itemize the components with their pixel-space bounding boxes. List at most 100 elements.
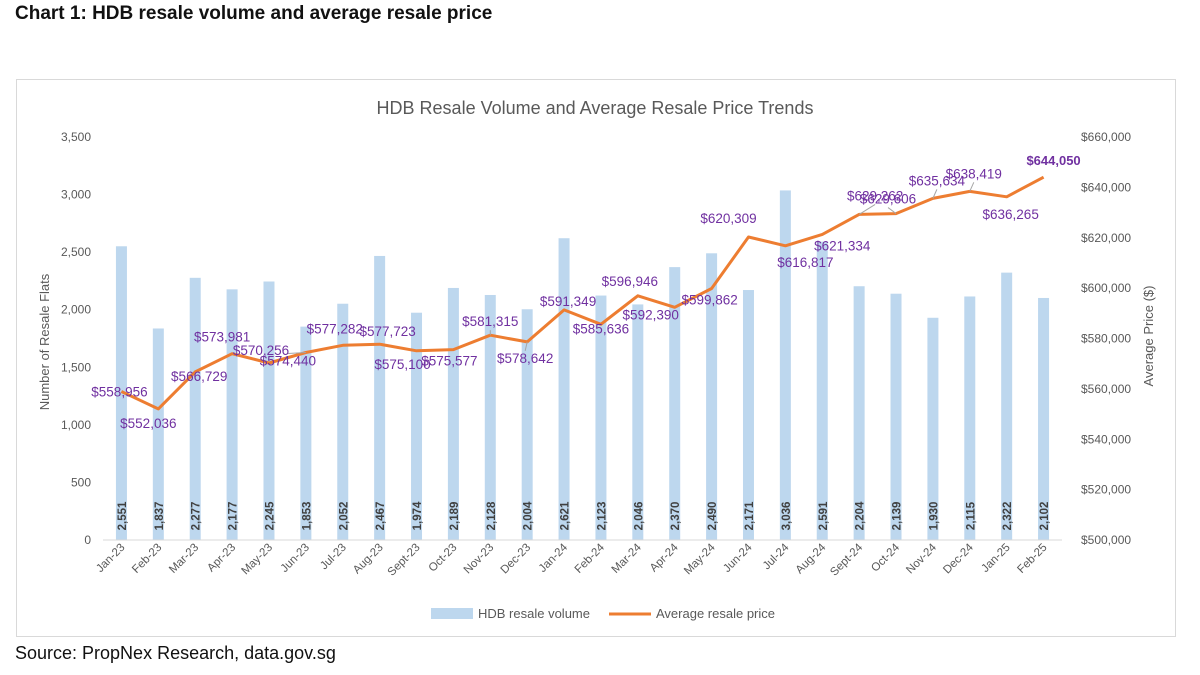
- y2-tick-label: $660,000: [1081, 130, 1131, 144]
- bar-value-label: 2,004: [523, 501, 535, 530]
- x-tick-label: Sept-24: [828, 541, 865, 578]
- leader-line: [287, 352, 306, 355]
- volume-bar: [484, 294, 496, 540]
- y2-tick-label: $520,000: [1081, 483, 1131, 497]
- leader-line: [524, 341, 528, 352]
- leader-line: [858, 203, 876, 215]
- bar-value-label: 2,245: [264, 501, 276, 530]
- price-value-label: $552,036: [120, 416, 176, 431]
- bar-value-label: 2,490: [707, 502, 719, 531]
- bar-value-label: 2,128: [486, 501, 498, 530]
- price-value-label: $574,440: [260, 354, 316, 369]
- volume-bar: [447, 287, 459, 540]
- price-value-label: $575,100: [374, 357, 430, 372]
- leader-lines: [287, 182, 975, 355]
- bar-value-label: 2,591: [818, 501, 830, 530]
- price-value-label: $581,315: [462, 314, 518, 329]
- price-line: [120, 175, 1045, 411]
- legend: HDB resale volume Average resale price: [431, 606, 775, 621]
- volume-bar: [595, 295, 607, 540]
- volume-bar: [632, 304, 644, 540]
- y2-axis-label: Average Price ($): [1141, 286, 1156, 387]
- x-tick-label: Feb-25: [1015, 542, 1049, 576]
- price-value-label: $575,577: [421, 354, 477, 369]
- x-tick-label: Mar-24: [610, 541, 645, 576]
- x-tick-label: Jan-24: [537, 541, 571, 575]
- bar-value-label: 2,467: [375, 502, 387, 531]
- y2-tick-label: $600,000: [1081, 281, 1131, 295]
- price-value-label: $638,419: [946, 166, 1002, 181]
- volume-bar: [890, 293, 902, 540]
- volume-bar: [816, 241, 828, 540]
- left-axis: 0 500 1,000 1,500 2,000 2,500 3,000 3,500: [61, 130, 91, 547]
- x-tick-label: Jul-24: [761, 541, 792, 572]
- volume-bar: [1001, 272, 1013, 540]
- price-value-label: $629,606: [860, 192, 916, 207]
- legend-bar-swatch: [431, 608, 473, 619]
- price-value-label: $578,642: [497, 351, 553, 366]
- price-value-label: $558,956: [91, 385, 147, 400]
- volume-bar: [300, 326, 312, 540]
- y-tick-label: 3,000: [61, 188, 91, 202]
- x-tick-label: Nov-24: [904, 541, 939, 576]
- y-tick-label: 1,500: [61, 360, 91, 374]
- x-tick-label: Apr-23: [205, 542, 238, 575]
- bar-value-label: 2,551: [117, 501, 129, 530]
- leader-line: [969, 182, 975, 192]
- y-tick-label: 2,500: [61, 245, 91, 259]
- x-tick-label: Aug-24: [794, 541, 829, 576]
- y-tick-label: 500: [71, 475, 91, 489]
- volume-bar: [927, 317, 939, 540]
- leader-line: [932, 189, 938, 199]
- volume-bar: [706, 253, 718, 540]
- y2-tick-label: $640,000: [1081, 180, 1131, 194]
- price-value-label: $577,723: [359, 324, 415, 339]
- chart-svg: HDB Resale Volume and Average Resale Pri…: [37, 98, 1156, 621]
- x-tick-label: Jun-24: [721, 541, 755, 575]
- bar-value-label: 2,322: [1002, 502, 1014, 531]
- right-axis: $500,000 $520,000 $540,000 $560,000 $580,000…: [1081, 130, 1131, 547]
- price-value-label: $620,309: [700, 211, 756, 226]
- bar-value-label: 2,123: [596, 502, 608, 531]
- x-tick-label: Oct-23: [427, 542, 460, 575]
- y-tick-label: 2,000: [61, 303, 91, 317]
- y-axis-label: Number of Resale Flats: [37, 273, 52, 410]
- chart-frame: HDB Resale Volume and Average Resale Pri…: [16, 79, 1176, 637]
- x-tick-label: Aug-23: [351, 542, 386, 577]
- price-value-label: $570,256: [233, 343, 289, 358]
- price-label-group: $558,956 $552,036 $566,729 $573,981$570,256…: [91, 153, 1080, 431]
- y-tick-label: 0: [84, 533, 91, 547]
- bar-value-label: 1,930: [928, 502, 940, 531]
- volume-bar: [779, 190, 791, 541]
- source-note: Source: PropNex Research, data.gov.sg: [15, 643, 336, 663]
- price-value-label: $621,334: [814, 238, 871, 253]
- x-tick-label: May-23: [239, 542, 275, 578]
- x-tick-label: Jun-23: [279, 542, 312, 575]
- x-tick-label: Feb-23: [130, 542, 164, 576]
- price-value-label: $596,946: [602, 274, 658, 289]
- bar-value-label: 2,204: [855, 501, 867, 530]
- bar-value-label: 1,974: [412, 501, 424, 530]
- volume-bar: [152, 328, 164, 540]
- price-value-label: $616,817: [777, 255, 833, 270]
- bar-series: [115, 190, 1050, 541]
- volume-bar: [669, 267, 681, 540]
- price-value-label: $636,265: [983, 207, 1039, 222]
- x-tick-label: Oct-24: [869, 541, 902, 574]
- volume-bar: [521, 309, 533, 540]
- price-value-label: $635,634: [909, 173, 966, 188]
- volume-bar: [964, 296, 976, 540]
- bar-value-label: 3,036: [781, 502, 793, 531]
- bar-value-label: 1,853: [301, 502, 313, 531]
- y2-tick-label: $540,000: [1081, 432, 1131, 446]
- legend-line-label: Average resale price: [656, 606, 775, 621]
- x-tick-label: Jul-23: [318, 542, 349, 573]
- y2-tick-label: $560,000: [1081, 382, 1131, 396]
- volume-bar: [189, 277, 201, 540]
- bar-value-label: 2,115: [965, 501, 977, 530]
- x-tick-label: Dec-24: [941, 541, 976, 576]
- volume-bar: [558, 238, 570, 540]
- bar-value-label: 1,837: [154, 502, 166, 531]
- chart-title: HDB Resale Volume and Average Resale Pri…: [377, 98, 814, 118]
- y2-tick-label: $580,000: [1081, 332, 1131, 346]
